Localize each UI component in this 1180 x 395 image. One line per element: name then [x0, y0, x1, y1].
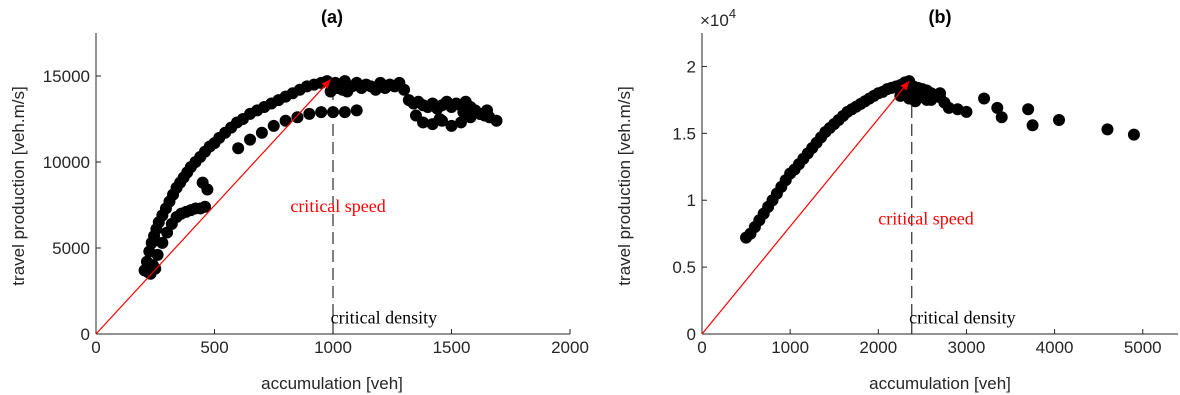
x-tick-label: 2000 — [859, 338, 897, 357]
data-point — [255, 126, 268, 139]
y-exponent-power: 4 — [729, 6, 736, 21]
data-point — [914, 91, 927, 104]
chart-panel-a: (a) accumulation [veh] travel production… — [9, 7, 589, 393]
y-tick-label: 10000 — [43, 153, 90, 172]
data-point — [409, 109, 422, 122]
y-tick-label: 0.5 — [672, 258, 696, 277]
chart-title: (b) — [929, 7, 952, 27]
data-point — [433, 113, 446, 125]
y-axis-label: travel production [veh.m/s] — [615, 86, 634, 285]
x-tick-label: 0 — [697, 338, 706, 357]
y-exponent-label: ×104 — [700, 6, 736, 30]
data-point — [942, 101, 955, 114]
data-point — [481, 104, 494, 117]
data-point — [1026, 119, 1039, 132]
data-point — [196, 176, 209, 189]
data-point — [490, 114, 503, 127]
chart-title: (a) — [321, 7, 343, 27]
y-exponent-base: ×10 — [700, 11, 729, 30]
x-tick-label: 3000 — [948, 338, 986, 357]
data-point — [303, 107, 316, 120]
data-point — [398, 83, 411, 96]
data-point — [151, 248, 164, 261]
data-point — [267, 119, 280, 132]
x-tick-label: 500 — [200, 338, 228, 357]
data-point — [350, 104, 363, 117]
data-point — [199, 200, 212, 213]
critical-speed-label: critical speed — [878, 208, 973, 228]
x-tick-label: 1000 — [314, 338, 352, 357]
data-point — [291, 111, 304, 124]
y-tick-label: 15000 — [43, 67, 90, 86]
data-point — [1053, 113, 1065, 126]
data-point — [960, 105, 973, 118]
data-point — [978, 92, 991, 105]
critical-speed-arrowhead — [900, 81, 910, 91]
critical-density-label: critical density — [331, 308, 437, 328]
critical-speed-label: critical speed — [290, 196, 385, 216]
critical-speed-line — [95, 79, 332, 335]
y-tick-label: 1 — [687, 191, 696, 210]
data-point — [445, 119, 458, 132]
data-point — [156, 236, 169, 249]
data-point — [925, 93, 938, 106]
data-point — [995, 111, 1008, 124]
y-axis-label: travel production [veh.m/s] — [9, 86, 28, 285]
critical-speed-line — [701, 80, 910, 335]
x-tick-label: 4000 — [1036, 338, 1074, 357]
y-tick-label: 2 — [687, 57, 696, 76]
y-tick-label: 0 — [687, 325, 696, 344]
data-point — [279, 114, 292, 127]
critical-speed-arrowhead — [321, 79, 331, 89]
y-tick-label: 5000 — [52, 239, 90, 258]
y-tick-label: 1.5 — [672, 124, 696, 143]
x-tick-label: 5000 — [1124, 338, 1162, 357]
data-point — [991, 101, 1004, 114]
x-tick-label: 1500 — [433, 338, 471, 357]
data-point — [1101, 123, 1114, 136]
y-tick-label: 0 — [81, 325, 90, 344]
data-point — [244, 133, 257, 146]
data-point — [232, 142, 245, 155]
chart-panel-b: (b) accumulation [veh] travel production… — [615, 6, 1178, 393]
x-tick-label: 2000 — [551, 338, 589, 357]
x-axis-label: accumulation [veh] — [869, 374, 1011, 393]
data-point — [338, 106, 351, 119]
data-point — [1022, 103, 1035, 116]
x-tick-label: 1000 — [771, 338, 809, 357]
data-point — [934, 87, 946, 100]
critical-density-label: critical density — [909, 307, 1015, 327]
data-point — [454, 116, 467, 129]
x-tick-label: 0 — [91, 338, 100, 357]
data-point — [457, 106, 470, 119]
data-point — [315, 106, 328, 119]
data-point — [1127, 128, 1140, 141]
x-axis-label: accumulation [veh] — [261, 374, 403, 393]
